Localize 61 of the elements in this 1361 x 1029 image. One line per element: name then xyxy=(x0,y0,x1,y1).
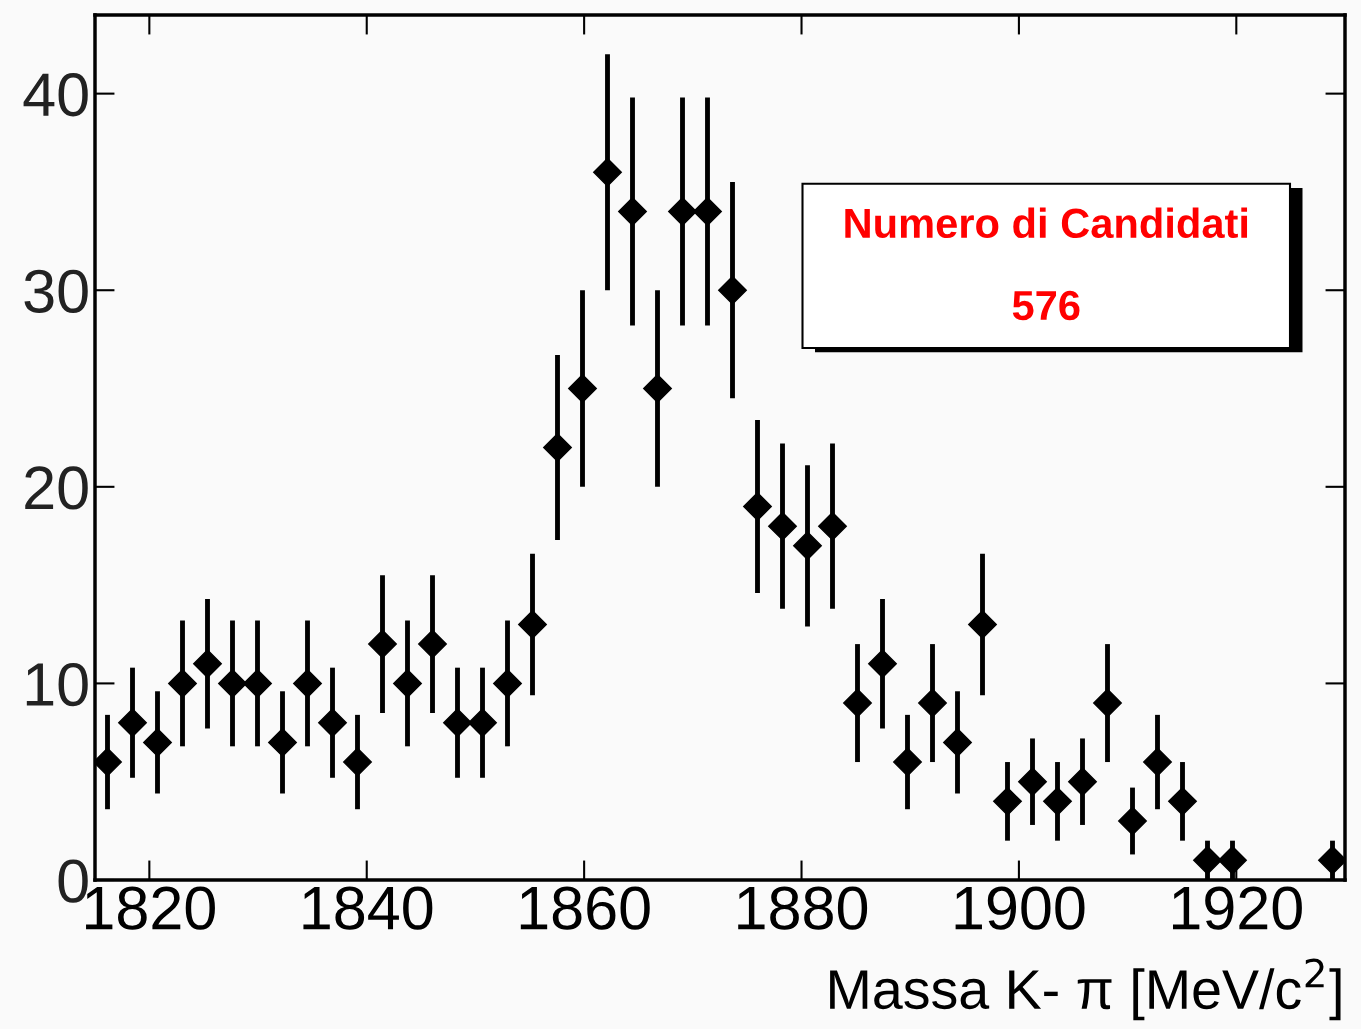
point xyxy=(1068,767,1097,797)
point xyxy=(818,511,847,541)
point xyxy=(768,511,797,541)
point xyxy=(493,668,522,698)
x-axis-title: Massa K- π [MeV/c$^{2}$] xyxy=(830,958,1341,1021)
point xyxy=(918,688,947,718)
point xyxy=(968,609,997,639)
x-tick-label: 1880 xyxy=(738,886,868,930)
point xyxy=(793,531,822,561)
point xyxy=(1168,786,1197,816)
point xyxy=(668,197,697,227)
point xyxy=(543,433,572,462)
point xyxy=(318,708,347,738)
point xyxy=(268,727,297,757)
y-tick-label: 20 xyxy=(25,466,88,510)
point xyxy=(243,668,272,698)
point xyxy=(1193,845,1222,875)
annotation: Numero di Candidati xyxy=(845,207,1248,239)
point xyxy=(218,668,247,698)
annotation: 576 xyxy=(1012,290,1080,321)
point xyxy=(568,374,597,403)
point xyxy=(193,649,222,679)
point xyxy=(993,786,1022,816)
point xyxy=(118,708,147,738)
x-tick-label: 1900 xyxy=(955,886,1085,930)
x-tick-label: 1920 xyxy=(1173,886,1302,930)
point xyxy=(718,275,747,305)
point xyxy=(618,197,647,227)
point xyxy=(743,492,772,521)
point xyxy=(1043,786,1072,816)
point xyxy=(593,157,622,187)
x-tick-label: 1840 xyxy=(303,886,433,930)
point xyxy=(693,197,722,227)
point xyxy=(1018,767,1047,797)
point xyxy=(1318,845,1345,875)
point xyxy=(1143,747,1172,777)
point xyxy=(1093,688,1122,718)
point xyxy=(1218,845,1247,875)
x-tick-label: 1860 xyxy=(520,886,650,930)
point xyxy=(343,747,372,777)
point xyxy=(518,609,547,639)
y-tick-label: 0 xyxy=(58,859,88,903)
point xyxy=(843,688,872,718)
point xyxy=(443,708,472,738)
point xyxy=(943,727,972,757)
point xyxy=(143,727,172,757)
point xyxy=(418,629,447,659)
point xyxy=(868,649,897,679)
y-tick-label: 30 xyxy=(24,269,88,313)
point xyxy=(368,629,397,659)
x-tick-label: 1820 xyxy=(86,886,215,930)
point xyxy=(293,668,322,698)
point xyxy=(1118,806,1147,836)
point xyxy=(468,708,497,738)
point xyxy=(393,668,422,698)
point xyxy=(643,374,672,403)
point xyxy=(168,668,197,698)
point xyxy=(893,747,922,777)
y-tick-label: 40 xyxy=(23,73,88,117)
y-tick-label: 10 xyxy=(26,662,88,707)
point xyxy=(95,747,122,777)
